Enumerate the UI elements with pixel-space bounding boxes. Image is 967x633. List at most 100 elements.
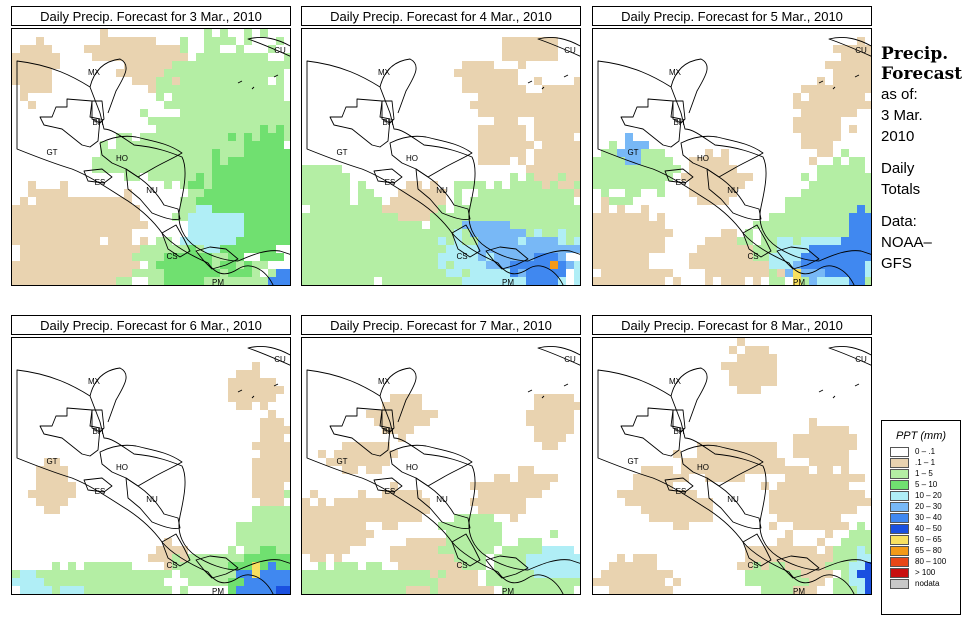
- precip-cell: [438, 269, 446, 277]
- precip-cell: [382, 522, 390, 530]
- precip-cell: [276, 434, 284, 442]
- precip-cell: [268, 538, 276, 546]
- precip-cell: [681, 466, 689, 474]
- precip-cell: [68, 229, 76, 237]
- precip-cell: [641, 570, 649, 578]
- precip-cell: [809, 522, 817, 530]
- precip-cell: [793, 117, 801, 125]
- precip-cell: [52, 221, 60, 229]
- precip-cell: [422, 570, 430, 578]
- precip-cell: [865, 594, 872, 595]
- precip-cell: [268, 277, 276, 285]
- precip-cell: [857, 237, 865, 245]
- precip-cell: [462, 578, 470, 586]
- precip-cell: [342, 498, 350, 506]
- precip-cell: [228, 125, 236, 133]
- precip-cell: [478, 482, 486, 490]
- precip-cell: [745, 354, 753, 362]
- precip-cell: [398, 245, 406, 253]
- precip-cell: [310, 261, 318, 269]
- precip-cell: [809, 269, 817, 277]
- precip-cell: [188, 61, 196, 69]
- precip-cell: [801, 578, 809, 586]
- precip-cell: [633, 141, 641, 149]
- precip-cell: [172, 554, 180, 562]
- precip-cell: [44, 498, 52, 506]
- precip-cell: [641, 285, 649, 286]
- outline-es: [83, 168, 113, 184]
- precip-cell: [817, 165, 825, 173]
- precip-cell: [148, 85, 156, 93]
- precip-cell: [478, 93, 486, 101]
- precip-cell: [156, 554, 164, 562]
- precip-cell: [502, 157, 510, 165]
- precip-cell: [502, 269, 510, 277]
- precip-cell: [318, 562, 326, 570]
- precip-cell: [414, 245, 422, 253]
- precip-cell: [310, 506, 318, 514]
- country-label: PM: [502, 278, 514, 286]
- precip-cell: [729, 237, 737, 245]
- precip-cell: [20, 245, 28, 253]
- precip-cell: [542, 261, 550, 269]
- precip-cell: [148, 253, 156, 261]
- precip-cell: [398, 554, 406, 562]
- precip-cell: [252, 133, 260, 141]
- precip-cell: [406, 189, 414, 197]
- precip-cell: [28, 261, 36, 269]
- precip-cell: [260, 221, 268, 229]
- precip-cell: [649, 221, 657, 229]
- outline-bh: [672, 100, 686, 124]
- precip-cell: [268, 221, 276, 229]
- precip-cell: [761, 253, 769, 261]
- precip-cell: [164, 594, 172, 595]
- precip-cell: [849, 165, 857, 173]
- precip-cell: [220, 141, 228, 149]
- precip-cell: [36, 213, 44, 221]
- precip-cell: [180, 586, 188, 594]
- precip-cell: [132, 69, 140, 77]
- outline-yucatan: [670, 367, 708, 423]
- precip-cell: [729, 458, 737, 466]
- precip-cell: [342, 261, 350, 269]
- precip-cell: [268, 578, 276, 586]
- precip-cell: [625, 253, 633, 261]
- precip-cell: [510, 546, 518, 554]
- precip-cell: [260, 173, 268, 181]
- precip-cell: [478, 133, 486, 141]
- precip-cell: [526, 181, 534, 189]
- precip-cell: [574, 101, 580, 109]
- precip-cell: [276, 570, 284, 578]
- precip-cell: [478, 221, 486, 229]
- precip-cell: [841, 554, 849, 562]
- precip-cell: [518, 141, 526, 149]
- precip-cell: [212, 157, 220, 165]
- precip-cell: [558, 261, 566, 269]
- outline-cuba: [828, 36, 871, 57]
- precip-cell: [566, 125, 574, 133]
- precip-cell: [382, 458, 390, 466]
- precip-cell: [236, 594, 244, 595]
- precip-cell: [609, 261, 617, 269]
- precip-cell: [817, 117, 825, 125]
- precip-cell: [729, 442, 737, 450]
- precip-cell: [414, 237, 422, 245]
- precip-cell: [148, 554, 156, 562]
- precip-cell: [382, 269, 390, 277]
- precip-cell: [244, 245, 252, 253]
- country-label: HO: [116, 154, 128, 163]
- precip-cell: [633, 229, 641, 237]
- precip-cell: [284, 554, 290, 562]
- precip-cell: [156, 269, 164, 277]
- precip-cell: [220, 117, 228, 125]
- precip-cell: [92, 586, 100, 594]
- precip-cell: [494, 109, 502, 117]
- precip-cell: [260, 205, 268, 213]
- precip-cell: [180, 285, 188, 286]
- precip-cell: [801, 109, 809, 117]
- precip-cell: [188, 554, 196, 562]
- precip-cell: [865, 554, 871, 562]
- precip-cell: [20, 61, 28, 69]
- precip-cell: [414, 213, 422, 221]
